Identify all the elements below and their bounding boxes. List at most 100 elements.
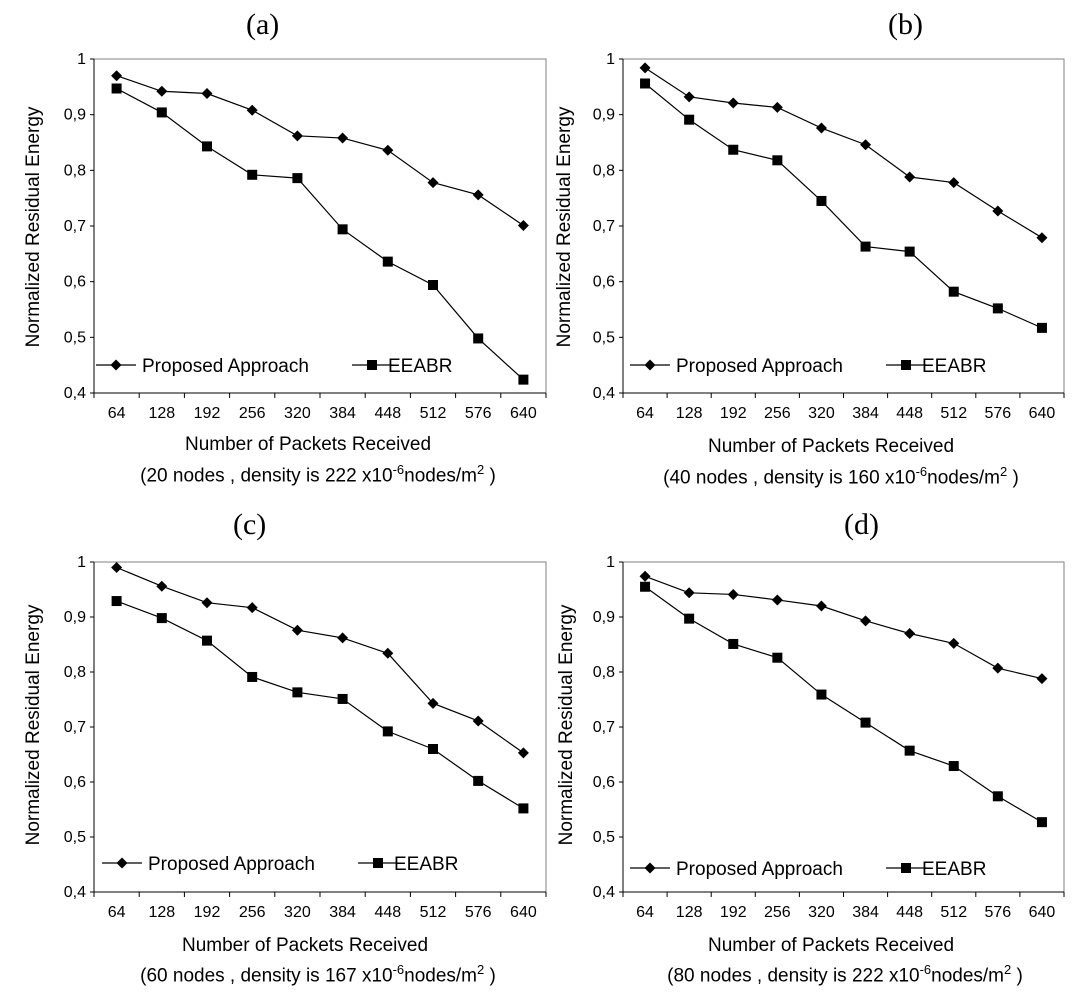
y-tick-label-b-0: 0,4 [593, 385, 615, 402]
point-b-1-7 [948, 286, 959, 297]
x-tick-label-d-2: 192 [720, 904, 747, 921]
point-b-1-1 [684, 114, 695, 125]
x-tick-label-a-1: 128 [148, 405, 175, 422]
point-b-1-2 [728, 144, 739, 155]
point-a-1-6 [382, 256, 393, 267]
y-tick-label-c-5: 0,9 [64, 609, 86, 626]
point-b-1-5 [860, 241, 871, 252]
point-c-1-8 [473, 775, 484, 786]
point-b-0-9 [1036, 232, 1048, 244]
x-tick-label-c-2: 192 [194, 904, 221, 921]
y-tick-label-d-1: 0,5 [593, 829, 615, 846]
plot-frame-b [622, 58, 1065, 394]
point-c-0-4 [291, 624, 303, 636]
x-tick-label-b-9: 640 [1029, 405, 1056, 422]
point-a-1-4 [292, 173, 303, 184]
x-axis-label-b: Number of Packets Received [707, 436, 955, 457]
x-axis-label-d: Number of Packets Received [707, 935, 955, 956]
point-a-1-1 [156, 107, 167, 118]
point-b-1-4 [816, 195, 827, 206]
point-a-1-3 [247, 169, 258, 180]
point-d-1-4 [816, 689, 827, 700]
x-tick-label-d-3: 256 [764, 904, 791, 921]
point-d-1-7 [948, 761, 959, 772]
legend-label-d-0: Proposed Approach [676, 859, 843, 880]
x-tick-label-d-5: 384 [852, 904, 879, 921]
x-tick-label-b-5: 384 [852, 405, 879, 422]
x-tick-label-b-0: 64 [636, 405, 654, 422]
y-tick-label-a-0: 0,4 [64, 385, 86, 402]
x-tick-label-a-7: 512 [420, 405, 447, 422]
point-c-0-9 [517, 747, 529, 759]
plot-frame-c [93, 561, 547, 893]
point-d-1-5 [860, 717, 871, 728]
y-tick-label-d-5: 0,9 [593, 609, 615, 626]
series-line-c-0 [116, 566, 524, 754]
y-tick-label-d-4: 0,8 [593, 664, 615, 681]
point-d-0-4 [815, 600, 827, 612]
x-tick-label-c-9: 640 [510, 904, 537, 921]
x-tick-label-b-7: 512 [940, 405, 967, 422]
y-tick-label-a-6: 1 [77, 51, 86, 68]
y-tick-label-c-2: 0,6 [64, 774, 86, 791]
point-d-1-2 [728, 638, 739, 649]
point-b-0-1 [683, 91, 695, 103]
panel-label-a: (a) [246, 8, 280, 41]
y-tick-label-b-5: 0,9 [593, 107, 615, 124]
x-axis-label-c: Number of Packets Received [181, 935, 429, 956]
point-a-0-2 [201, 88, 213, 100]
x-tick-label-d-0: 64 [636, 904, 654, 921]
x-tick-label-b-1: 128 [676, 405, 703, 422]
x-tick-label-d-1: 128 [676, 904, 703, 921]
caption-a: (20 nodes , density is 222 x10-6nodes/m2… [140, 462, 496, 487]
point-d-1-0 [640, 581, 651, 592]
x-tick-label-b-3: 256 [764, 405, 791, 422]
x-tick-label-c-5: 384 [329, 904, 356, 921]
point-d-0-7 [948, 637, 960, 649]
series-line-b-0 [644, 67, 1043, 239]
point-c-0-6 [382, 647, 394, 659]
point-a-0-4 [291, 130, 303, 142]
legend-label-c-1: EEABR [394, 854, 458, 875]
x-tick-label-c-7: 512 [420, 904, 447, 921]
x-tick-label-a-0: 64 [108, 405, 126, 422]
point-b-0-6 [904, 171, 916, 183]
series-line-d-1 [644, 586, 1043, 823]
x-tick-label-b-6: 448 [896, 405, 923, 422]
x-tick-label-b-4: 320 [808, 405, 835, 422]
series-line-d-0 [644, 575, 1043, 680]
series-line-a-1 [116, 87, 524, 381]
y-tick-label-b-6: 1 [606, 51, 615, 68]
panel-label-d: (d) [844, 508, 879, 541]
x-tick-label-c-4: 320 [284, 904, 311, 921]
point-c-0-5 [337, 632, 349, 644]
plot-frame-d [622, 561, 1065, 893]
x-axis-label-a: Number of Packets Received [184, 434, 432, 455]
y-tick-label-a-2: 0,6 [64, 274, 86, 291]
y-tick-label-d-6: 1 [606, 554, 615, 571]
point-b-1-6 [904, 246, 915, 257]
point-c-0-2 [201, 597, 213, 609]
point-a-1-9 [518, 374, 529, 385]
x-tick-label-c-8: 576 [465, 904, 492, 921]
point-b-0-5 [860, 139, 872, 151]
point-b-0-0 [639, 62, 651, 74]
x-tick-label-c-3: 256 [239, 904, 266, 921]
panel-label-b: (b) [888, 8, 923, 41]
point-c-1-4 [292, 687, 303, 698]
caption-c: (60 nodes , density is 167 x10-6nodes/m2… [140, 962, 496, 987]
x-tick-label-a-6: 448 [374, 405, 401, 422]
legend-label-d-1: EEABR [922, 859, 986, 880]
x-tick-label-d-7: 512 [940, 904, 967, 921]
legend-label-a-1: EEABR [388, 356, 452, 377]
point-b-0-7 [948, 177, 960, 189]
y-tick-label-d-0: 0,4 [593, 884, 615, 901]
point-d-0-8 [992, 662, 1004, 674]
point-c-0-1 [156, 580, 168, 592]
point-a-1-2 [202, 141, 212, 152]
y-tick-label-d-2: 0,6 [593, 774, 615, 791]
point-d-1-8 [992, 791, 1003, 802]
point-d-0-9 [1036, 673, 1048, 685]
legend-marker-b-1 [901, 360, 911, 370]
